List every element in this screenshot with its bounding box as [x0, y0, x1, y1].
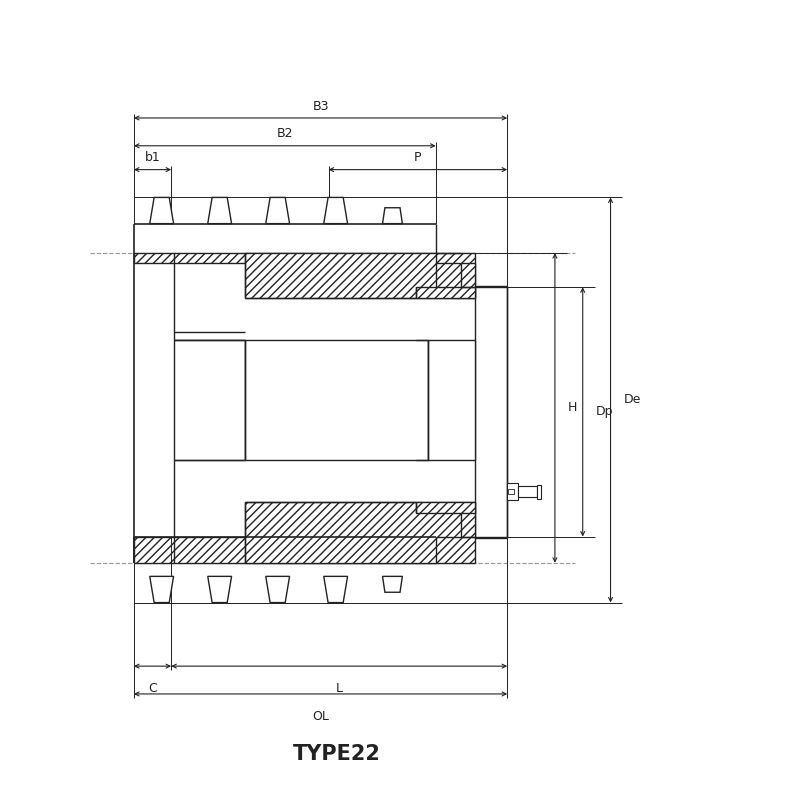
Text: Dp: Dp [596, 406, 614, 418]
Bar [134, 537, 436, 563]
Text: OL: OL [312, 710, 329, 723]
Polygon shape [150, 198, 174, 224]
Text: De: De [624, 394, 642, 406]
Bar [134, 253, 436, 263]
Polygon shape [266, 576, 290, 602]
Bar [174, 298, 245, 333]
Bar [245, 341, 428, 459]
Bar [475, 286, 507, 538]
Bar [428, 341, 475, 459]
Text: L: L [336, 682, 342, 695]
Text: H: H [568, 402, 577, 414]
Bar [245, 253, 475, 298]
Text: P: P [414, 151, 422, 164]
Polygon shape [382, 576, 402, 592]
Polygon shape [208, 198, 231, 224]
Bar [461, 513, 475, 537]
Text: B3: B3 [312, 99, 329, 113]
Bar [538, 486, 542, 499]
Text: C: C [148, 682, 157, 695]
Polygon shape [150, 576, 174, 602]
Text: TYPE22: TYPE22 [293, 743, 380, 763]
Bar [518, 486, 538, 498]
Polygon shape [208, 576, 231, 602]
Bar [174, 333, 245, 341]
Text: b1: b1 [145, 151, 161, 164]
Bar [245, 502, 475, 563]
Bar [416, 287, 475, 298]
Polygon shape [382, 208, 402, 224]
Polygon shape [324, 198, 347, 224]
Bar [507, 483, 518, 501]
Text: B2: B2 [277, 127, 293, 140]
Bar [174, 341, 412, 400]
Polygon shape [324, 576, 347, 602]
Bar [174, 341, 245, 459]
Polygon shape [266, 198, 290, 224]
Bar [416, 502, 475, 513]
Bar [508, 489, 514, 494]
Bar [461, 263, 475, 287]
